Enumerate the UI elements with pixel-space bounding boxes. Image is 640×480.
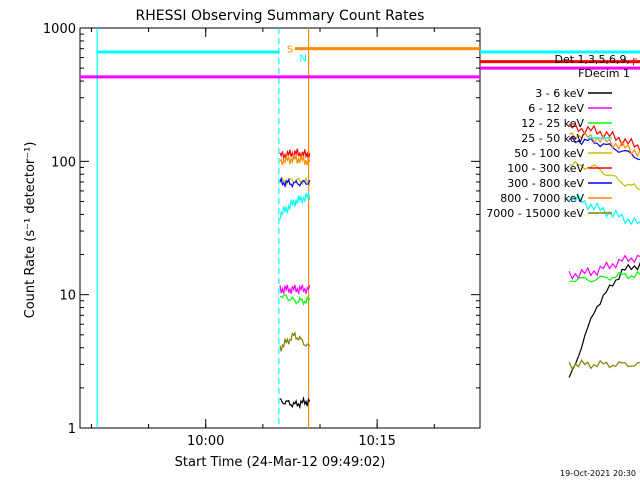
legend-label: 3 - 6 keV xyxy=(535,87,584,100)
chart-title: RHESSI Observing Summary Count Rates xyxy=(136,8,425,24)
x-tick-label: 10:00 xyxy=(187,434,224,449)
legend: Det 1,3,5,6,9, FDecim 1 3 - 6 keV 6 - 12 … xyxy=(486,53,630,220)
series-line xyxy=(279,176,311,189)
y-tick-label: 100 xyxy=(51,155,76,170)
flag-label: N xyxy=(299,54,306,65)
y-tick-label: 1000 xyxy=(43,22,76,37)
series-line xyxy=(279,190,311,220)
legend-label: 300 - 800 keV xyxy=(507,177,584,190)
y-tick-label: 10 xyxy=(59,289,76,304)
flag-label: F xyxy=(632,58,638,69)
y-axis-label: Count Rate (s⁻¹ detector⁻¹) xyxy=(23,142,38,319)
legend-label: 50 - 100 keV xyxy=(514,147,584,160)
series-line xyxy=(568,254,640,280)
x-tick-label: 10:15 xyxy=(358,434,395,449)
x-axis-label: Start Time (24-Mar-12 09:49:02) xyxy=(175,455,386,470)
legend-label: 25 - 50 keV xyxy=(521,132,584,145)
series-line xyxy=(279,154,311,166)
legend-label: 7000 - 15000 keV xyxy=(486,207,584,220)
series-line xyxy=(279,148,311,161)
series-line xyxy=(279,331,311,352)
legend-label: 12 - 25 keV xyxy=(521,117,584,130)
legend-label: 100 - 300 keV xyxy=(507,162,584,175)
series-line xyxy=(279,294,311,306)
legend-label: 6 - 12 keV xyxy=(528,102,584,115)
series-line xyxy=(279,396,311,410)
flag-label: S xyxy=(287,45,293,56)
legend-header-1: Det 1,3,5,6,9, xyxy=(554,53,630,66)
plot-frame xyxy=(79,27,481,429)
legend-header-2: FDecim 1 xyxy=(578,67,630,80)
series-line xyxy=(279,284,311,295)
legend-label: 800 - 7000 keV xyxy=(500,192,584,205)
series-line xyxy=(568,359,640,371)
footer-date: 19-Oct-2021 20:30 xyxy=(560,469,636,478)
y-tick-label: 1 xyxy=(68,422,76,437)
